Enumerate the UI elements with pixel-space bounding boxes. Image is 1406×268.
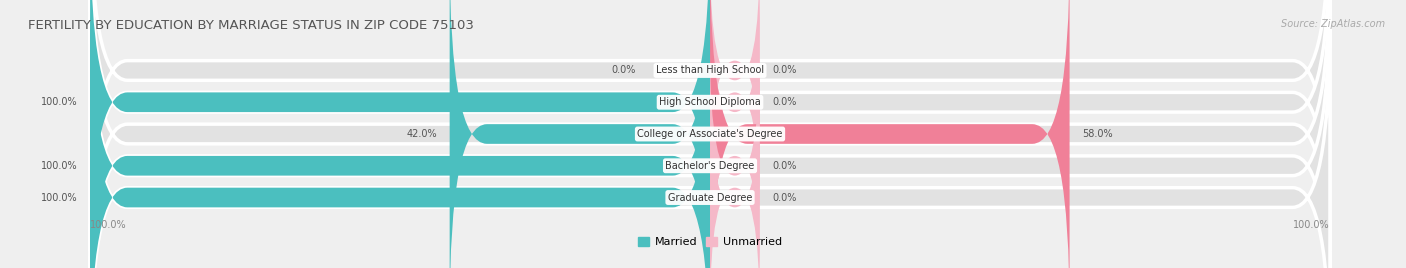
FancyBboxPatch shape: [90, 0, 710, 268]
Text: 0.0%: 0.0%: [772, 65, 796, 76]
Text: Graduate Degree: Graduate Degree: [668, 192, 752, 203]
FancyBboxPatch shape: [710, 0, 759, 219]
Text: 42.0%: 42.0%: [406, 129, 437, 139]
FancyBboxPatch shape: [90, 0, 1330, 268]
Text: 100.0%: 100.0%: [41, 97, 77, 107]
Text: 100.0%: 100.0%: [1294, 220, 1330, 230]
Text: Bachelor's Degree: Bachelor's Degree: [665, 161, 755, 171]
FancyBboxPatch shape: [90, 17, 1330, 268]
FancyBboxPatch shape: [710, 0, 1070, 268]
Text: 0.0%: 0.0%: [772, 161, 796, 171]
Text: 100.0%: 100.0%: [41, 192, 77, 203]
FancyBboxPatch shape: [90, 0, 1330, 251]
Text: 0.0%: 0.0%: [772, 97, 796, 107]
FancyBboxPatch shape: [710, 80, 759, 268]
FancyBboxPatch shape: [90, 0, 1330, 268]
Text: High School Diploma: High School Diploma: [659, 97, 761, 107]
FancyBboxPatch shape: [90, 0, 1330, 268]
Text: 0.0%: 0.0%: [772, 192, 796, 203]
Legend: Married, Unmarried: Married, Unmarried: [634, 233, 786, 252]
Text: 100.0%: 100.0%: [41, 161, 77, 171]
Text: Source: ZipAtlas.com: Source: ZipAtlas.com: [1281, 19, 1385, 29]
FancyBboxPatch shape: [710, 0, 759, 188]
Text: FERTILITY BY EDUCATION BY MARRIAGE STATUS IN ZIP CODE 75103: FERTILITY BY EDUCATION BY MARRIAGE STATU…: [28, 19, 474, 32]
FancyBboxPatch shape: [450, 0, 710, 268]
FancyBboxPatch shape: [710, 49, 759, 268]
Text: 100.0%: 100.0%: [90, 220, 127, 230]
Text: 58.0%: 58.0%: [1083, 129, 1112, 139]
Text: 0.0%: 0.0%: [612, 65, 636, 76]
FancyBboxPatch shape: [90, 0, 710, 268]
Text: Less than High School: Less than High School: [657, 65, 763, 76]
FancyBboxPatch shape: [90, 17, 710, 268]
Text: College or Associate's Degree: College or Associate's Degree: [637, 129, 783, 139]
